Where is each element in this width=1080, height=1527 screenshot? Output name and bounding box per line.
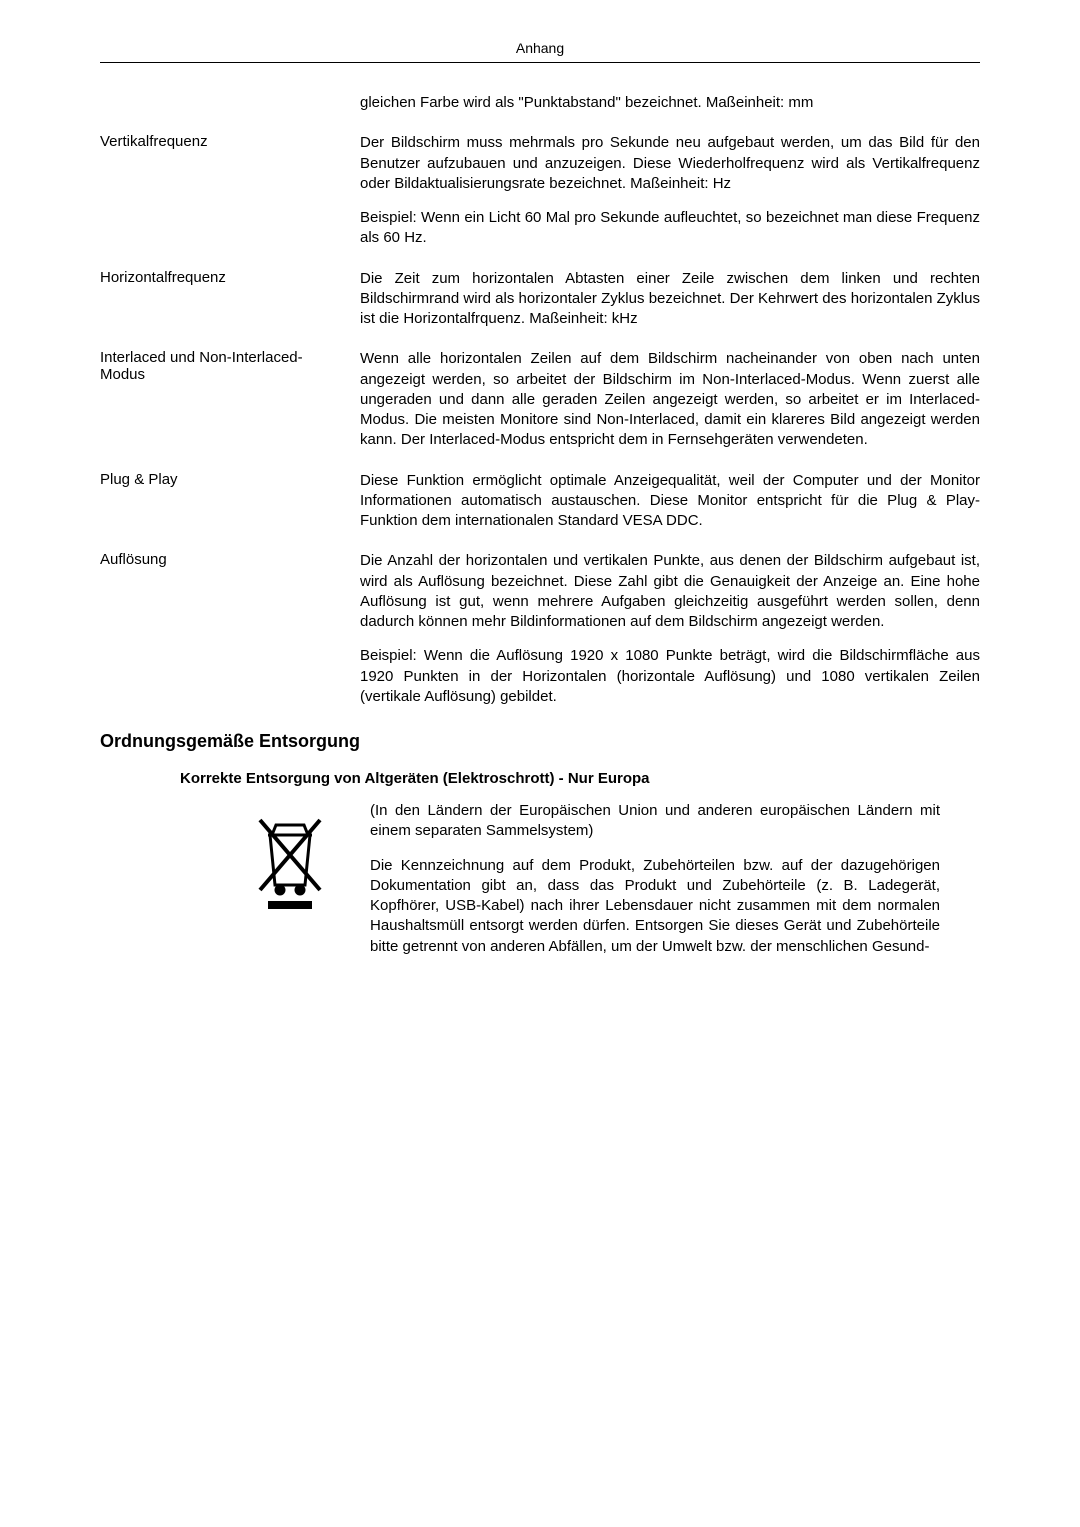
subsection-heading: Korrekte Entsorgung von Altgeräten (Elek…	[180, 770, 980, 787]
paragraph: gleichen Farbe wird als "Punktabstand" b…	[360, 93, 980, 113]
paragraph: Wenn alle horizontalen Zeilen auf dem Bi…	[360, 349, 980, 450]
definition-continuation: gleichen Farbe wird als "Punktabstand" b…	[360, 93, 980, 113]
disposal-block: (In den Ländern der Europäischen Union u…	[250, 801, 980, 971]
definition: Der Bildschirm muss mehrmals pro Sekunde…	[360, 133, 980, 248]
term: Auflösung	[100, 551, 360, 707]
definition: Die Anzahl der horizontalen und vertikal…	[360, 551, 980, 707]
term: Interlaced und Non-Interlaced-Modus	[100, 349, 360, 450]
glossary-entry: Interlaced und Non-Interlaced-Modus Wenn…	[100, 349, 980, 450]
weee-icon	[250, 801, 370, 971]
paragraph: Beispiel: Wenn ein Licht 60 Mal pro Seku…	[360, 208, 980, 249]
paragraph: Diese Funktion ermöglicht optimale Anzei…	[360, 471, 980, 532]
glossary-entry: Auflösung Die Anzahl der horizontalen un…	[100, 551, 980, 707]
section-heading: Ordnungsgemäße Entsorgung	[100, 731, 980, 752]
glossary-entry: Vertikalfrequenz Der Bildschirm muss meh…	[100, 133, 980, 248]
disposal-text: (In den Ländern der Europäischen Union u…	[370, 801, 980, 971]
definition: Die Zeit zum horizontalen Abtasten einer…	[360, 269, 980, 330]
glossary-entry: Plug & Play Diese Funktion ermöglicht op…	[100, 471, 980, 532]
term: Horizontalfrequenz	[100, 269, 360, 330]
glossary-entry-continuation: gleichen Farbe wird als "Punktabstand" b…	[100, 93, 980, 113]
glossary-entry: Horizontalfrequenz Die Zeit zum horizont…	[100, 269, 980, 330]
paragraph: Beispiel: Wenn die Auflösung 1920 x 1080…	[360, 646, 980, 707]
term: Plug & Play	[100, 471, 360, 532]
paragraph: (In den Ländern der Europäischen Union u…	[370, 801, 940, 842]
paragraph: Die Zeit zum horizontalen Abtasten einer…	[360, 269, 980, 330]
definition: Diese Funktion ermöglicht optimale Anzei…	[360, 471, 980, 532]
definition: Wenn alle horizontalen Zeilen auf dem Bi…	[360, 349, 980, 450]
paragraph: Die Kennzeichnung auf dem Produkt, Zubeh…	[370, 856, 940, 957]
term: Vertikalfrequenz	[100, 133, 360, 248]
paragraph: Der Bildschirm muss mehrmals pro Sekunde…	[360, 133, 980, 194]
paragraph: Die Anzahl der horizontalen und vertikal…	[360, 551, 980, 632]
term-empty	[100, 93, 360, 113]
page-header: Anhang	[100, 40, 980, 63]
